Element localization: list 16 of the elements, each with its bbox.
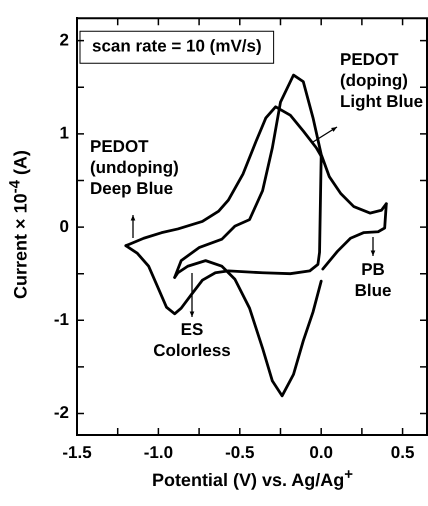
- y-tick-label: -1: [54, 310, 69, 329]
- y-tick-label: 0: [60, 216, 69, 236]
- annotation: PEDOT (undoping) Deep Blue: [90, 137, 179, 198]
- y-tick-label: -2: [54, 403, 69, 422]
- annotation: PB Blue: [354, 260, 392, 300]
- x-tick-label: 0.5: [390, 442, 414, 462]
- x-tick-label: 0.0: [309, 442, 334, 462]
- y-tick-label: 2: [60, 30, 69, 50]
- annotation: ES Colorless: [153, 320, 231, 360]
- annotation: scan rate = 10 (mV/s): [92, 36, 262, 56]
- x-tick-label: -1.5: [62, 442, 92, 462]
- x-tick-label: -1.0: [144, 442, 174, 462]
- annotation: PEDOT (doping) Light Blue: [340, 50, 424, 112]
- y-tick-label: 1: [60, 124, 69, 143]
- x-tick-label: -0.5: [225, 442, 254, 462]
- x-axis-title: Potential (V) vs. Ag/Ag$^{+}$: [150, 466, 354, 491]
